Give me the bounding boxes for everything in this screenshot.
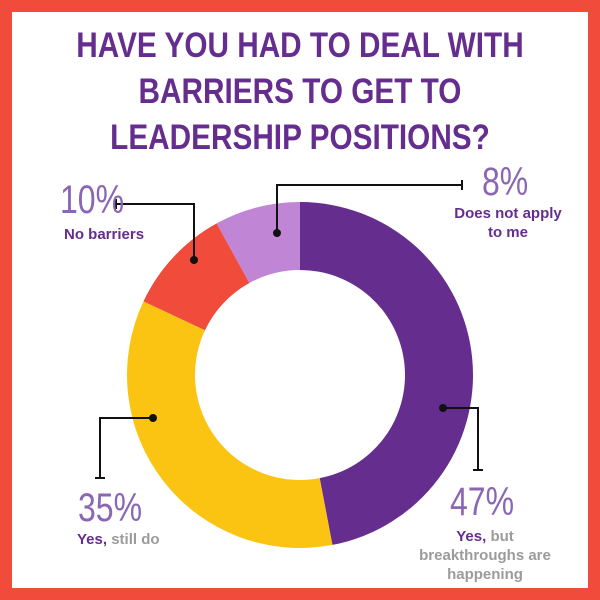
leader-dot [190,256,198,264]
label-no-apply: Does not apply to me [454,205,562,241]
pct-no-apply: 8% [482,160,529,204]
donut-slice-0 [300,202,473,545]
donut-slice-3 [216,202,300,283]
label-lead: Yes, [456,528,487,545]
chart-title: HAVE YOU HAD TO DEAL WITH BARRIERS TO GE… [76,26,524,157]
leader-dot [439,404,447,412]
leader-dot [273,229,281,237]
leader-line-no-barriers [116,203,195,260]
label-lead: Yes, [77,531,108,548]
leader-line-no-apply [276,184,462,233]
label-rest: but breakthroughs are happening [419,528,551,583]
pct-breakthroughs: 47% [450,480,515,524]
label-still-do: Yes, still do [77,530,160,549]
label-breakthroughs: Yes, but breakthroughs are happening [405,527,565,584]
label-rest: still do [111,531,160,548]
leader-line-breakthroughs [443,407,479,470]
pct-no-barriers: 10% [60,178,125,222]
donut-slice-1 [127,301,333,548]
leader-line-still-do [99,417,153,478]
donut-slice-2 [143,223,250,331]
pct-still-do: 35% [78,486,143,530]
label-no-barriers: No barriers [64,226,145,243]
leader-dot [149,414,157,422]
